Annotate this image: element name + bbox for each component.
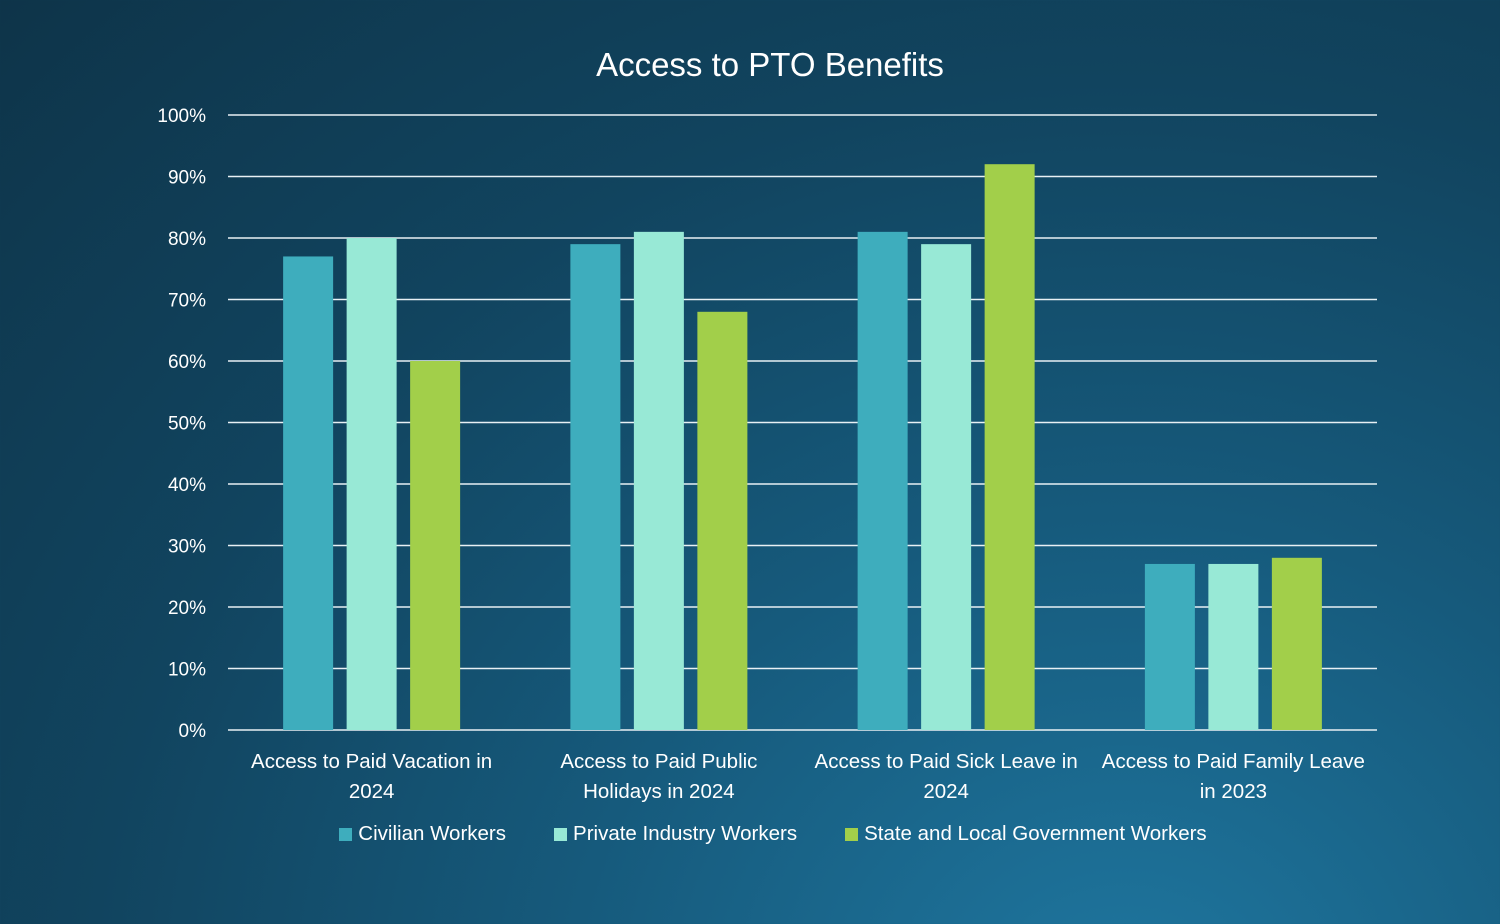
y-tick-label: 90%: [168, 168, 206, 189]
chart-title: Access to PTO Benefits: [596, 46, 944, 83]
x-tick-label: Access to Paid Sick Leave in 2024: [814, 750, 1078, 803]
legend-label: Private Industry Workers: [573, 822, 798, 845]
y-tick-label: 80%: [168, 229, 206, 250]
y-tick-label: 30%: [168, 537, 206, 558]
bar: [570, 244, 621, 730]
legend-item: Private Industry Workers: [554, 822, 797, 846]
bar: [984, 164, 1035, 730]
legend-label: Civilian Workers: [358, 822, 507, 845]
bar: [346, 238, 397, 730]
legend-label: State and Local Government Workers: [864, 822, 1207, 845]
legend-item: Civilian Workers: [339, 822, 506, 846]
bar: [410, 361, 461, 730]
y-tick-label: 10%: [168, 660, 206, 681]
y-tick-label: 20%: [168, 598, 206, 619]
legend-swatch: [339, 827, 353, 841]
bar: [283, 256, 334, 730]
legend-item: State and Local Government Workers: [845, 822, 1207, 846]
legend-swatch: [554, 827, 568, 841]
y-tick-label: 40%: [168, 475, 206, 496]
legend-swatch: [845, 827, 859, 841]
x-tick-label: Access to Paid Family Leave in 2023: [1101, 750, 1365, 803]
bar: [1208, 563, 1259, 730]
bar: [1271, 557, 1322, 730]
y-tick-label: 100%: [157, 106, 206, 127]
bar: [697, 311, 748, 730]
y-tick-label: 70%: [168, 291, 206, 312]
bar: [857, 231, 908, 730]
x-tick-label: Access to Paid Vacation in 2024: [251, 750, 493, 803]
bar: [921, 244, 972, 730]
x-tick-label: Access to Paid Public Holidays in 2024: [560, 750, 758, 803]
y-tick-label: 50%: [168, 414, 206, 435]
bar: [633, 231, 684, 730]
y-tick-label: 0%: [179, 721, 207, 742]
legend: Civilian Workers Private Industry Workers…: [0, 822, 1500, 846]
bar: [1144, 563, 1195, 730]
y-tick-label: 60%: [168, 352, 206, 373]
